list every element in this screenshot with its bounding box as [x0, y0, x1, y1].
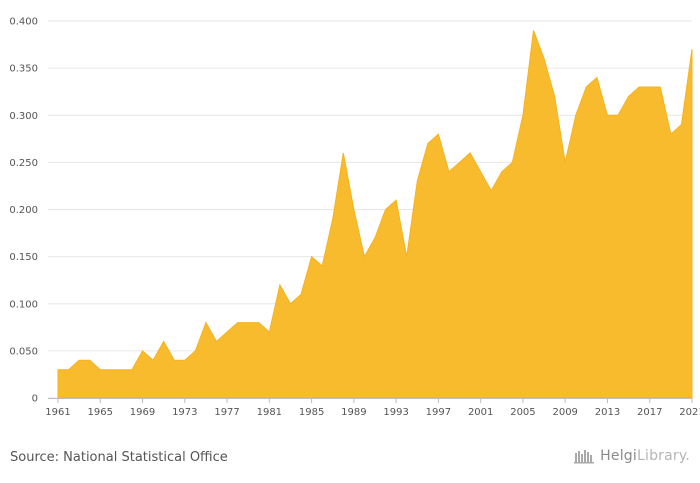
source-note: Source: National Statistical Office: [10, 450, 228, 465]
x-tick-label: 2009: [552, 407, 577, 418]
area-chart: 0 0.050 0.100 0.150 0.200 0.250 0.300 0.350 0.40…: [9, 17, 700, 419]
x-tick-label: 1989: [341, 407, 366, 418]
bookshelf-icon: [574, 450, 595, 464]
x-tick-label: 2013: [595, 407, 620, 418]
x-tick-label: 1965: [88, 407, 113, 418]
x-tick-label: 1973: [172, 407, 197, 418]
brand-main: Helgi: [600, 448, 637, 464]
x-tick-label: 1985: [299, 407, 324, 418]
series-area: [57, 30, 693, 399]
brand-sub: Library.: [636, 448, 690, 464]
x-tick-label: 1961: [45, 407, 70, 418]
y-tick-label: 0.350: [9, 64, 38, 75]
x-tick-label: 2021: [679, 407, 700, 418]
y-tick-label: 0.150: [9, 252, 38, 263]
x-tick-label: 1981: [257, 407, 282, 418]
brand-name: HelgiLibrary.: [600, 448, 690, 464]
footer: Source: National Statistical Office Helg…: [0, 436, 700, 483]
x-tick-label: 2017: [637, 407, 662, 418]
x-tick-label: 1969: [130, 407, 155, 418]
y-tick-label: 0.050: [9, 346, 38, 357]
gridlines: [48, 20, 692, 399]
y-axis-ticks: 0 0.050 0.100 0.150 0.200 0.250 0.300 0.350 0.40…: [9, 17, 38, 405]
y-tick-label: 0: [32, 394, 38, 405]
x-axis-ticks: 1961 1965 1969 1973 1977 1981 1985 1989 1993 1997…: [45, 398, 700, 418]
x-tick-label: 2001: [468, 407, 493, 418]
x-tick-label: 1977: [214, 407, 239, 418]
brand-logo[interactable]: HelgiLibrary.: [574, 448, 690, 464]
y-tick-label: 0.400: [9, 17, 38, 28]
y-tick-label: 0.100: [9, 299, 38, 310]
y-tick-label: 0.300: [9, 111, 38, 122]
y-tick-label: 0.200: [9, 205, 38, 216]
y-tick-label: 0.250: [9, 158, 38, 169]
x-tick-label: 1993: [383, 407, 408, 418]
x-tick-label: 1997: [426, 407, 451, 418]
x-tick-label: 2005: [510, 407, 535, 418]
